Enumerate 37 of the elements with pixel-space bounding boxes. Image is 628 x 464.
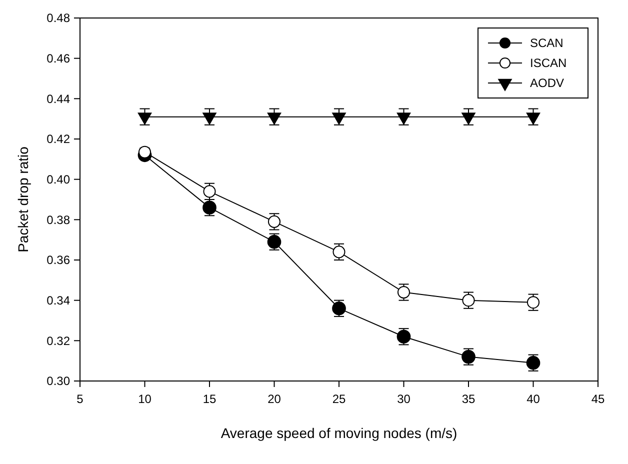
- x-tick-label: 15: [202, 392, 216, 406]
- point: [462, 294, 475, 307]
- x-tick-label: 40: [526, 392, 540, 406]
- x-tick-label: 35: [462, 392, 476, 406]
- y-tick-label: 0.38: [46, 212, 70, 227]
- point: [268, 215, 281, 228]
- y-tick-label: 0.46: [46, 52, 70, 66]
- point: [526, 112, 540, 125]
- point: [138, 112, 152, 125]
- y-tick-label: 0.40: [46, 172, 70, 187]
- point: [462, 112, 476, 125]
- y-axis-title: Packet drop ratio: [15, 146, 31, 252]
- y-tick-label: 0.32: [46, 334, 70, 348]
- x-axis-title: Average speed of moving nodes (m/s): [220, 425, 458, 441]
- y-tick-label: 0.42: [46, 132, 70, 146]
- point: [332, 246, 346, 258]
- x-tick-label: 10: [138, 392, 152, 406]
- point: [526, 296, 540, 309]
- legend-label: ISCAN: [530, 56, 567, 70]
- y-tick-label: 0.34: [46, 294, 70, 308]
- point: [396, 112, 411, 125]
- x-tick-label: 20: [268, 392, 282, 406]
- x-tick-label: 30: [397, 392, 411, 406]
- legend-label: AODV: [530, 76, 564, 90]
- x-tick-label: 25: [332, 392, 346, 406]
- x-tick-label: 5: [76, 392, 84, 406]
- y-tick-label: 0.36: [46, 253, 70, 268]
- point: [202, 112, 216, 125]
- point: [267, 112, 282, 125]
- point: [138, 146, 152, 158]
- y-tick-label: 0.30: [46, 374, 70, 388]
- y-tick-label: 0.44: [46, 92, 70, 106]
- legend-label: SCAN: [530, 36, 564, 50]
- point: [203, 185, 216, 198]
- y-tick-label: 0.48: [46, 11, 70, 26]
- point: [332, 112, 346, 125]
- x-tick-label: 45: [591, 392, 605, 406]
